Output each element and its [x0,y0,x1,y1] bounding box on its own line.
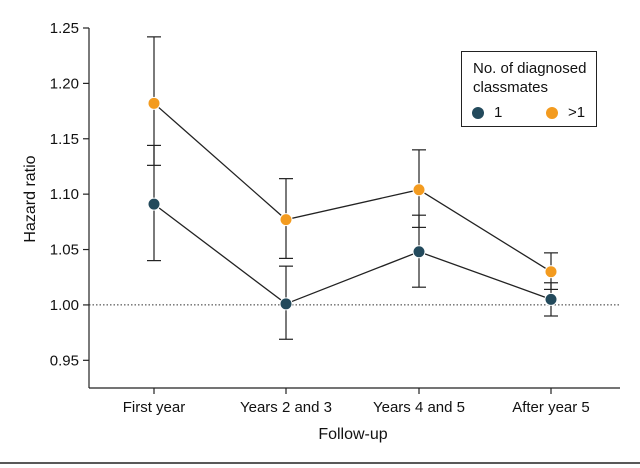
x-tick-label: After year 5 [512,399,590,416]
y-tick-label: 1.10 [50,186,79,203]
y-tick-label: 1.20 [50,75,79,92]
legend-marker-1 [472,107,484,119]
y-axis-title: Hazard ratio [22,155,39,242]
series-line [153,102,552,273]
y-tick-label: 1.00 [50,297,79,314]
x-tick-label: Years 2 and 3 [240,399,332,416]
series-line [153,203,552,305]
x-axis-title: Follow-up [318,426,387,443]
x-tick-label: Years 4 and 5 [373,399,465,416]
data-point [544,292,558,306]
y-tick-label: 1.25 [50,20,79,37]
legend-marker-gt1 [546,107,558,119]
legend-title: No. of diagnosed classmates [473,60,587,96]
x-tick-label: First year [123,399,186,416]
legend-label-1: 1 [494,104,503,121]
data-point [412,245,426,259]
y-tick-label: 0.95 [50,352,79,369]
data-point [279,213,293,227]
data-point [412,183,426,197]
legend-label-gt1: >1 [568,104,586,121]
data-point [279,297,293,311]
y-tick-label: 1.05 [50,242,79,259]
y-tick-label: 1.15 [50,131,79,148]
data-point [147,197,161,211]
data-point [544,265,558,279]
data-point [147,96,161,110]
legend: No. of diagnosed classmates 1 >1 [461,51,597,127]
